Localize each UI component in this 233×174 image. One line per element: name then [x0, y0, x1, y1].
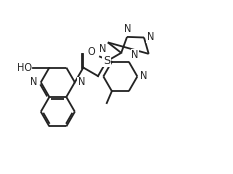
Text: O: O [87, 47, 95, 57]
Text: N: N [124, 24, 131, 34]
Text: N: N [147, 32, 154, 42]
Text: N: N [140, 72, 148, 81]
Text: N: N [99, 44, 106, 54]
Text: N: N [78, 77, 85, 87]
Text: N: N [30, 77, 38, 87]
Text: S: S [103, 56, 110, 66]
Text: N: N [131, 50, 139, 60]
Text: HO: HO [17, 63, 32, 73]
